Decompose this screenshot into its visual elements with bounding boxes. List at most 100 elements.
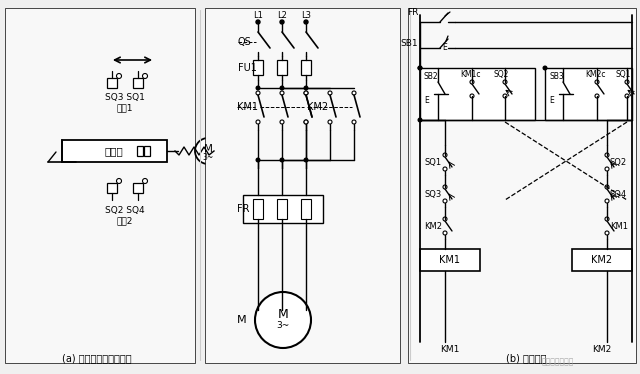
Circle shape	[280, 158, 284, 162]
Text: QS: QS	[238, 37, 252, 47]
Circle shape	[605, 153, 609, 157]
Circle shape	[418, 118, 422, 122]
Bar	[408, 8, 636, 363]
Text: KM1: KM1	[610, 221, 628, 230]
Text: SQ4: SQ4	[610, 190, 627, 199]
Text: E: E	[424, 95, 429, 104]
Circle shape	[304, 120, 308, 124]
Text: 位置2: 位置2	[117, 217, 133, 226]
Circle shape	[304, 86, 308, 90]
Circle shape	[625, 94, 629, 98]
Circle shape	[256, 20, 260, 24]
Text: SQ1: SQ1	[615, 70, 630, 79]
Circle shape	[470, 80, 474, 84]
Text: KM2c: KM2c	[585, 70, 605, 79]
Circle shape	[605, 199, 609, 203]
Circle shape	[116, 178, 122, 184]
Circle shape	[443, 153, 447, 157]
Circle shape	[280, 91, 284, 95]
Bar	[137, 146, 143, 156]
Bar	[253, 199, 263, 219]
Text: (b) 控制线路: (b) 控制线路	[506, 353, 547, 363]
Circle shape	[503, 80, 507, 84]
Text: FR: FR	[406, 7, 418, 16]
Circle shape	[304, 20, 308, 24]
Text: KM1c: KM1c	[460, 70, 481, 79]
Circle shape	[304, 91, 308, 95]
Text: M: M	[204, 144, 212, 154]
Text: SB3: SB3	[549, 71, 564, 80]
Text: KM2: KM2	[591, 255, 612, 265]
Bar	[205, 8, 400, 363]
Bar	[144, 146, 150, 156]
Text: 位置1: 位置1	[116, 104, 133, 113]
Circle shape	[352, 91, 356, 95]
Bar	[420, 249, 480, 271]
Circle shape	[443, 217, 447, 221]
Text: KM2: KM2	[424, 221, 442, 230]
Circle shape	[605, 185, 609, 189]
Text: KM1: KM1	[237, 102, 258, 112]
Bar	[277, 60, 287, 75]
Circle shape	[304, 158, 308, 162]
Circle shape	[280, 120, 284, 124]
Text: KM1: KM1	[440, 255, 461, 265]
Circle shape	[116, 74, 122, 79]
Bar	[420, 68, 535, 120]
Bar	[277, 199, 287, 219]
Circle shape	[605, 167, 609, 171]
Text: 工作台: 工作台	[104, 146, 124, 156]
Text: E: E	[442, 43, 447, 52]
Bar	[572, 249, 632, 271]
Circle shape	[503, 94, 507, 98]
Text: FR: FR	[237, 204, 250, 214]
Circle shape	[328, 120, 332, 124]
Circle shape	[418, 66, 422, 70]
Text: SQ2: SQ2	[610, 157, 627, 166]
Circle shape	[256, 86, 260, 90]
Text: L1: L1	[253, 10, 263, 19]
Text: L2: L2	[277, 10, 287, 19]
Circle shape	[304, 91, 308, 95]
Text: 3~: 3~	[276, 322, 290, 331]
Circle shape	[256, 158, 260, 162]
Bar	[133, 183, 143, 193]
Bar	[301, 199, 311, 219]
Circle shape	[470, 94, 474, 98]
Bar	[301, 60, 311, 75]
Bar	[62, 140, 167, 162]
Circle shape	[328, 91, 332, 95]
Circle shape	[443, 185, 447, 189]
Circle shape	[443, 199, 447, 203]
Circle shape	[352, 120, 356, 124]
Circle shape	[418, 66, 422, 70]
Text: KM2: KM2	[307, 102, 328, 112]
Text: SQ1: SQ1	[425, 157, 442, 166]
Text: E: E	[549, 95, 554, 104]
Circle shape	[143, 178, 147, 184]
Text: SQ2 SQ4: SQ2 SQ4	[105, 205, 145, 215]
Circle shape	[595, 80, 599, 84]
Bar	[545, 68, 632, 120]
Text: M: M	[237, 315, 246, 325]
Circle shape	[256, 120, 260, 124]
Bar	[253, 60, 263, 75]
Circle shape	[195, 138, 221, 164]
Circle shape	[605, 231, 609, 235]
Bar	[107, 78, 117, 88]
Text: SQ2: SQ2	[493, 70, 508, 79]
Text: (a) 工作自动循环示意图: (a) 工作自动循环示意图	[62, 353, 132, 363]
Text: 🔰电工电气学习: 🔰电工电气学习	[542, 358, 574, 367]
Bar	[243, 195, 323, 223]
Circle shape	[304, 120, 308, 124]
Text: SQ3 SQ1: SQ3 SQ1	[105, 92, 145, 101]
Circle shape	[280, 86, 284, 90]
Circle shape	[443, 231, 447, 235]
Text: KM2: KM2	[593, 346, 612, 355]
Text: 3~: 3~	[202, 153, 214, 162]
Circle shape	[256, 91, 260, 95]
Text: KM1: KM1	[440, 346, 460, 355]
Bar	[133, 78, 143, 88]
Bar	[107, 183, 117, 193]
Text: SB2: SB2	[424, 71, 438, 80]
